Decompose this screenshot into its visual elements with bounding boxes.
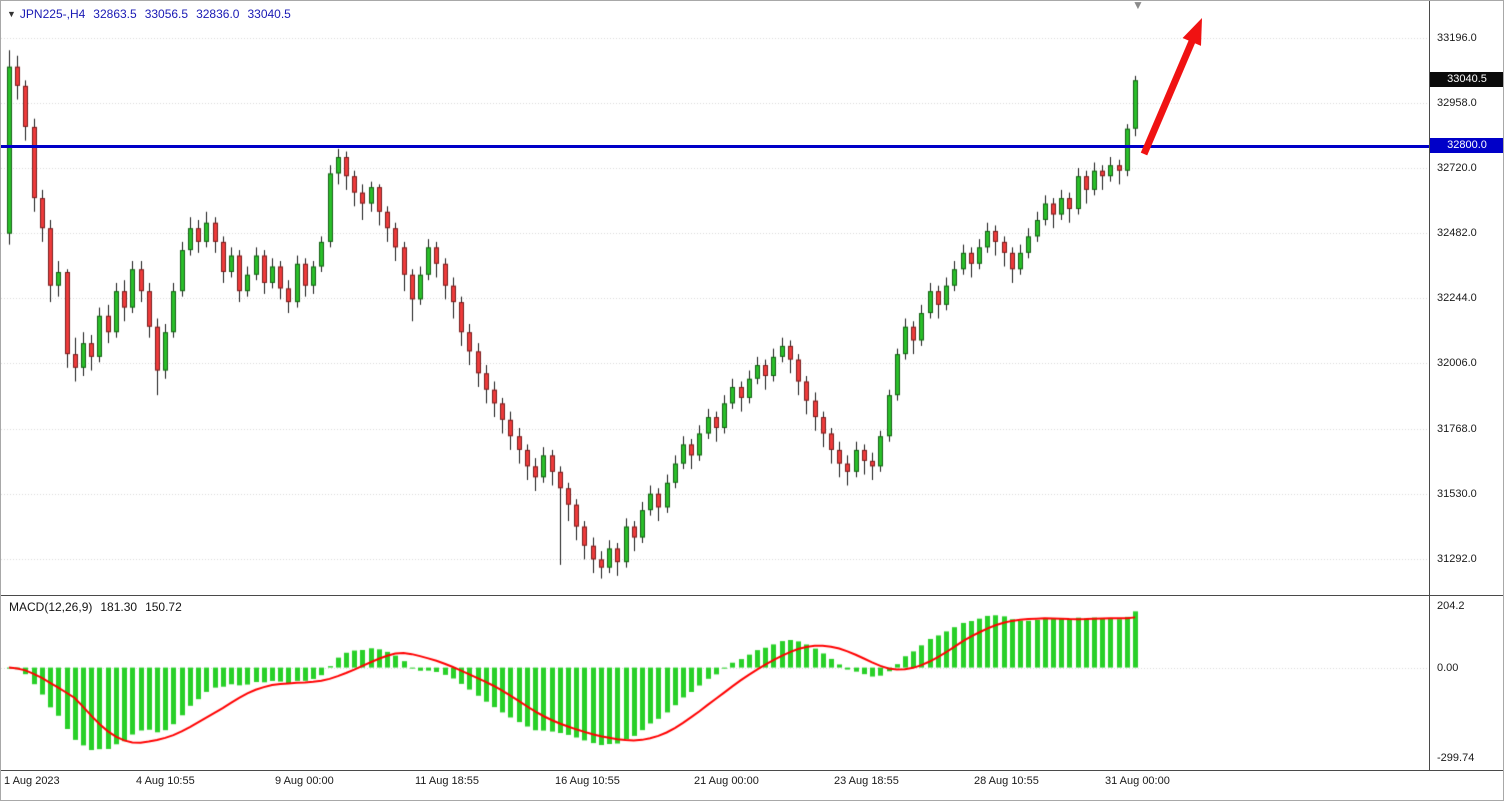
- price-axis-label: 33196.0: [1437, 32, 1477, 44]
- macd-main-value: 181.30: [100, 600, 138, 614]
- ohlc-low-value: 32836.0: [196, 7, 240, 21]
- time-axis-label: 16 Aug 10:55: [555, 775, 620, 787]
- price-axis-border: [1429, 1, 1430, 770]
- macd-indicator-canvas[interactable]: [1, 596, 1429, 770]
- price-axis-label: 31768.0: [1437, 423, 1477, 435]
- time-axis-label: 31 Aug 00:00: [1105, 775, 1170, 787]
- axis-separator: [1, 770, 1503, 771]
- price-axis-label: 31292.0: [1437, 553, 1477, 565]
- macd-axis-label: -299.74: [1437, 752, 1475, 764]
- ohlc-high-value: 33056.5: [144, 7, 189, 21]
- time-axis-label: 4 Aug 10:55: [136, 775, 195, 787]
- price-axis-label: 32720.0: [1437, 162, 1477, 174]
- price-axis-label: 32482.0: [1437, 227, 1477, 239]
- macd-axis-label: 0.00: [1437, 662, 1459, 674]
- time-axis-label: 28 Aug 10:55: [974, 775, 1039, 787]
- time-axis-label: 11 Aug 18:55: [415, 775, 480, 787]
- price-axis-label: 31530.0: [1437, 488, 1477, 500]
- time-axis-label: 9 Aug 00:00: [275, 775, 334, 787]
- time-axis-label: 1 Aug 2023: [4, 775, 60, 787]
- shift-end-marker-icon[interactable]: ▼: [1132, 0, 1144, 12]
- chart-header: ▼ JPN225-,H4 32863.5 33056.5 32836.0 330…: [7, 7, 291, 21]
- current-price-tag: 33040.5: [1430, 72, 1503, 87]
- ohlc-close-value: 33040.5: [247, 7, 291, 21]
- symbol-dropdown-icon[interactable]: ▼: [7, 9, 16, 19]
- price-axis-label: 32244.0: [1437, 292, 1477, 304]
- time-axis-label: 21 Aug 00:00: [694, 775, 759, 787]
- macd-axis-label: 204.2: [1437, 600, 1465, 612]
- symbol-timeframe-label: JPN225-,H4: [19, 7, 86, 21]
- price-axis-label: 32958.0: [1437, 97, 1477, 109]
- macd-indicator-label: MACD(12,26,9) 181.30 150.72: [9, 600, 182, 614]
- macd-name-label: MACD(12,26,9): [9, 600, 93, 614]
- price-chart-canvas[interactable]: [1, 1, 1429, 595]
- panel-separator[interactable]: [1, 595, 1503, 596]
- macd-signal-value: 150.72: [145, 600, 182, 614]
- time-axis-label: 23 Aug 18:55: [834, 775, 899, 787]
- hline-price-tag: 32800.0: [1430, 138, 1503, 153]
- horizontal-line-object[interactable]: [1, 145, 1429, 148]
- ohlc-open-value: 32863.5: [93, 7, 137, 21]
- price-axis-label: 32006.0: [1437, 357, 1477, 369]
